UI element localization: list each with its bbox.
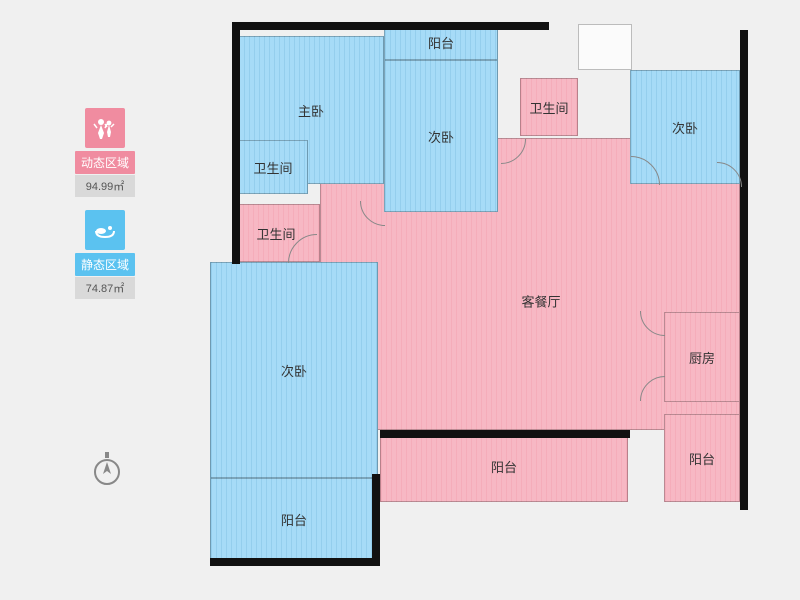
wall-segment bbox=[232, 22, 240, 262]
room-label-balcony-bottom: 阳台 bbox=[281, 510, 307, 529]
legend-static: 静态区域74.87㎡ bbox=[75, 210, 135, 299]
room-label-bath-mid: 卫生间 bbox=[256, 224, 295, 243]
wall-segment bbox=[380, 430, 630, 438]
legend-label-static: 静态区域 bbox=[75, 253, 135, 276]
room-label-living: 客餐厅 bbox=[521, 292, 560, 311]
room-label-bed2-top: 次卧 bbox=[428, 127, 454, 146]
room-bed2-top: 次卧 bbox=[384, 60, 498, 212]
room-label-ensuite-bath: 卫生间 bbox=[253, 158, 292, 177]
wall-segment bbox=[740, 30, 748, 510]
legend-value-static: 74.87㎡ bbox=[75, 277, 135, 299]
room-label-balcony-mid: 阳台 bbox=[491, 457, 517, 476]
room-bath-top-right: 卫生间 bbox=[520, 78, 578, 136]
wall-segment bbox=[372, 474, 380, 566]
canvas: 动态区域94.99㎡静态区域74.87㎡ 客餐厅阳台主卧卫生间次卧卫生间次卧卫生… bbox=[0, 0, 800, 600]
room-balcony-br: 阳台 bbox=[664, 414, 740, 502]
bed-icon bbox=[85, 210, 125, 250]
room-label-balcony-top: 阳台 bbox=[428, 33, 454, 52]
legend-label-dynamic: 动态区域 bbox=[75, 151, 135, 174]
room-label-balcony-br: 阳台 bbox=[689, 449, 715, 468]
room-blank-top-right bbox=[578, 24, 632, 70]
room-ensuite-bath: 卫生间 bbox=[238, 140, 308, 194]
room-label-master-bed: 主卧 bbox=[298, 101, 324, 120]
compass-icon bbox=[92, 452, 122, 486]
room-label-bath-top-right: 卫生间 bbox=[529, 98, 568, 117]
wall-segment bbox=[232, 22, 549, 30]
room-bed4-left: 次卧 bbox=[210, 262, 378, 478]
people-icon bbox=[85, 108, 125, 148]
room-balcony-bottom: 阳台 bbox=[210, 478, 378, 560]
room-label-kitchen: 厨房 bbox=[689, 348, 715, 367]
wall-segment bbox=[210, 558, 380, 566]
legend-dynamic: 动态区域94.99㎡ bbox=[75, 108, 135, 197]
wall-segment bbox=[232, 258, 240, 264]
legend-value-dynamic: 94.99㎡ bbox=[75, 175, 135, 197]
room-balcony-mid: 阳台 bbox=[380, 430, 628, 502]
room-label-bed3-right: 次卧 bbox=[672, 118, 698, 137]
room-kitchen: 厨房 bbox=[664, 312, 740, 402]
room-label-bed4-left: 次卧 bbox=[281, 361, 307, 380]
